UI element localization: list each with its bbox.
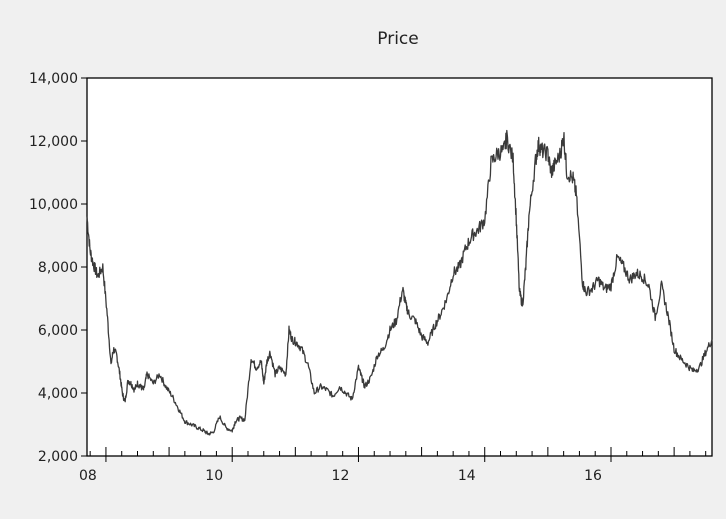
x-axis: 08 10 12 14 16 xyxy=(79,447,707,484)
x-tick-label: 14 xyxy=(458,468,476,484)
y-tick-label: 12,000 xyxy=(29,134,78,150)
y-axis: 2,000 4,000 6,000 8,000 10,000 12,000 14,000 xyxy=(29,71,87,465)
y-tick-label: 4,000 xyxy=(38,386,78,402)
y-tick-label: 14,000 xyxy=(29,71,78,87)
x-tick-label: 08 xyxy=(79,468,97,484)
y-tick-label: 10,000 xyxy=(29,197,78,213)
y-tick-label: 6,000 xyxy=(38,323,78,339)
x-tick-label: 16 xyxy=(584,468,602,484)
plot-area xyxy=(86,77,713,457)
y-tick-label: 8,000 xyxy=(38,260,78,276)
y-tick-label: 2,000 xyxy=(38,449,78,465)
x-tick-label: 12 xyxy=(332,468,350,484)
chart-title: Price xyxy=(377,29,418,49)
x-tick-label: 10 xyxy=(205,468,223,484)
price-series-line xyxy=(86,129,713,436)
